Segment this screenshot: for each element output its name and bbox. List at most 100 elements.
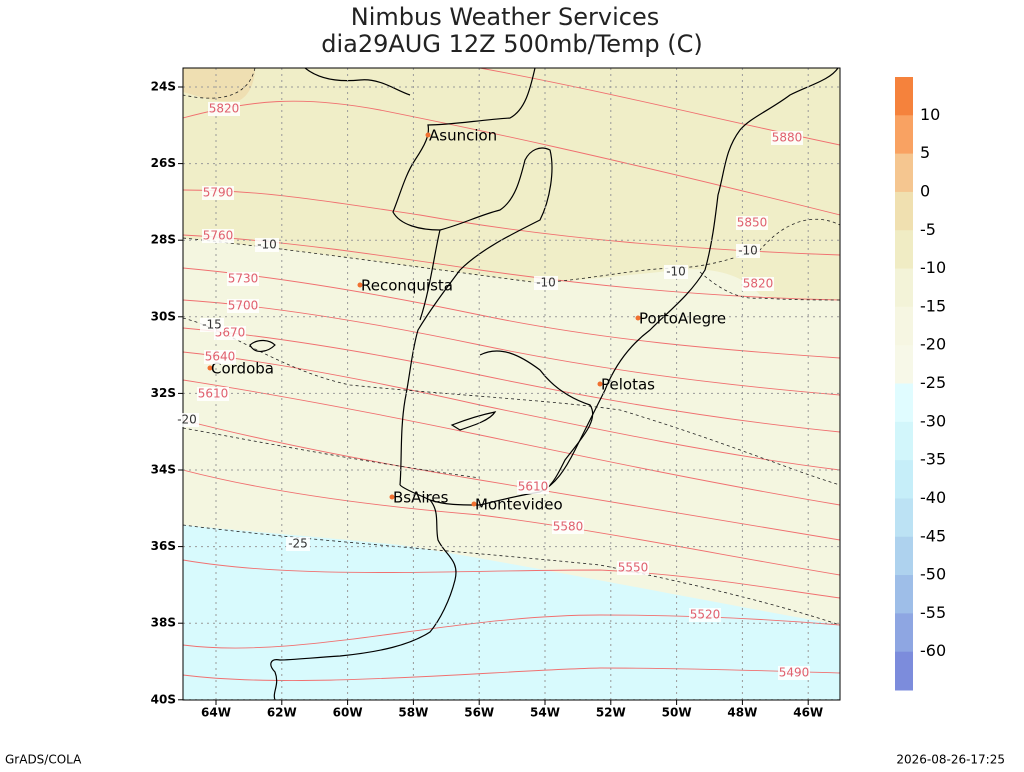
city-label: Asuncion [429, 127, 497, 145]
colorbar-label: -50 [920, 565, 946, 584]
label-bg [200, 318, 224, 332]
footer-right: 2026-08-26-17:25 [896, 753, 1005, 767]
city-dot [597, 381, 603, 387]
city-dot [357, 282, 363, 288]
lat-label: 32S [151, 386, 176, 400]
colorbar-box [895, 498, 913, 538]
height-label: 5640 [205, 350, 236, 364]
lat-label: 38S [151, 616, 176, 630]
colorbar-label: -25 [920, 373, 946, 392]
colorbar-box [895, 191, 913, 231]
height-label: 5820 [743, 277, 774, 291]
height-label: 5610 [518, 480, 549, 494]
lon-label: 54W [530, 706, 560, 720]
label-bg [517, 480, 549, 494]
colorbar-label: 10 [920, 105, 940, 124]
city-dot [425, 132, 431, 138]
colorbar-box [895, 613, 913, 653]
colorbar-label: -15 [920, 296, 946, 315]
label-bg [175, 413, 199, 427]
temp-label: -10 [536, 276, 556, 290]
temp-label: -25 [288, 537, 308, 551]
height-label: 5790 [203, 186, 234, 200]
label-bg [227, 272, 259, 286]
lon-label: 56W [464, 706, 494, 720]
map-frame [182, 67, 841, 701]
colorbar-label: -30 [920, 411, 946, 430]
city-label: Pelotas [601, 376, 655, 394]
label-bg [204, 350, 236, 364]
height-label: 5490 [779, 666, 810, 680]
lon-label: 60W [333, 706, 363, 720]
lat-label: 24S [151, 80, 176, 94]
colorbar-box [895, 153, 913, 193]
height-label: 5520 [690, 608, 721, 622]
lon-label: 52W [596, 706, 626, 720]
city-label: Montevideo [475, 496, 563, 514]
label-bg [617, 561, 649, 575]
coastlines-borders [249, 68, 839, 700]
city-dot [471, 501, 477, 507]
colorbar-label: 0 [920, 181, 930, 200]
height-label: 5880 [772, 131, 803, 145]
colorbar-box [895, 345, 913, 384]
colorbar-label: -45 [920, 526, 946, 545]
label-bg [227, 299, 259, 313]
height-label: 5580 [553, 520, 584, 534]
city-label: BsAires [393, 489, 449, 507]
height-label: 5730 [228, 272, 259, 286]
colorbar-box [895, 651, 913, 691]
lon-label: 46W [793, 706, 823, 720]
city-dot [389, 494, 395, 500]
colorbar-label: -55 [920, 603, 946, 622]
lon-label: 48W [727, 706, 757, 720]
colorbar-label: -60 [920, 641, 946, 660]
label-bg [286, 537, 310, 551]
label-bg [664, 265, 688, 279]
temp-label: -10 [666, 265, 686, 279]
colorbar-box [895, 421, 913, 461]
subtitle: dia29AUG 12Z 500mb/Temp (C) [321, 30, 703, 58]
colorbar-box [895, 460, 913, 499]
lat-label: 30S [151, 309, 176, 323]
colorbar-label: -40 [920, 488, 946, 507]
temp-label: -15 [202, 318, 222, 332]
city-label: Reconquista [361, 277, 453, 295]
label-bg [202, 186, 234, 200]
city-label: PortoAlegre [639, 310, 726, 328]
lon-label: 58W [398, 706, 428, 720]
label-bg [208, 102, 240, 116]
colorbar-box [895, 536, 913, 576]
lon-label: 62W [267, 706, 297, 720]
height-label: 5610 [198, 387, 229, 401]
lat-label: 36S [151, 539, 176, 553]
temp-label: -10 [738, 244, 758, 258]
height-label: 5760 [203, 229, 234, 243]
colorbar-label: -20 [920, 335, 946, 354]
colorbar-box [895, 268, 913, 308]
label-bg [202, 229, 234, 243]
label-bg [736, 216, 768, 230]
label-bg [689, 608, 721, 622]
colorbar-box [895, 575, 913, 614]
label-bg [771, 131, 803, 145]
warmer-fill [183, 68, 255, 102]
colorbar-label: -5 [920, 220, 936, 239]
label-bg [534, 276, 558, 290]
colorbar-label: 5 [920, 143, 930, 162]
colorbar-label: -35 [920, 450, 946, 469]
lon-label: 50W [662, 706, 692, 720]
height-label: 5550 [618, 561, 649, 575]
lat-label: 40S [151, 692, 176, 706]
label-bg [255, 238, 279, 252]
label-bg [552, 520, 584, 534]
temp-contours [183, 68, 840, 626]
label-bg [778, 666, 810, 680]
colorbar-box [895, 306, 913, 346]
label-bg [736, 244, 760, 258]
title: Nimbus Weather Services [351, 3, 659, 31]
height-label: 5820 [209, 102, 240, 116]
lon-label: 64W [201, 706, 231, 720]
colorbar-box [895, 115, 913, 155]
